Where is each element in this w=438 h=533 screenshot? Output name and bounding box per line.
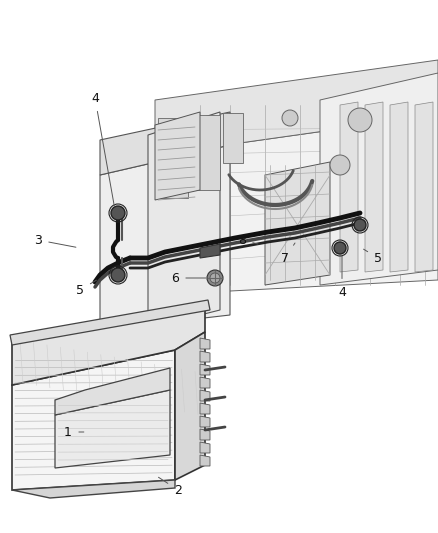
Polygon shape [200,244,220,258]
Polygon shape [55,368,170,415]
Polygon shape [200,338,210,349]
Polygon shape [12,350,175,490]
Polygon shape [320,73,438,285]
Polygon shape [200,390,210,401]
Circle shape [210,273,220,283]
Text: 4: 4 [338,256,346,298]
Polygon shape [100,112,230,175]
Circle shape [354,219,366,231]
Text: 4: 4 [91,92,114,206]
Text: 7: 7 [281,243,295,264]
Circle shape [207,270,223,286]
Polygon shape [192,115,220,190]
Polygon shape [100,145,230,330]
Text: 1: 1 [64,425,84,439]
Circle shape [111,268,125,282]
Text: 5: 5 [364,249,382,264]
Polygon shape [200,442,210,453]
Polygon shape [12,480,175,498]
Circle shape [282,110,298,126]
Polygon shape [175,332,205,480]
Circle shape [348,108,372,132]
Polygon shape [223,113,243,163]
Polygon shape [265,162,330,285]
Polygon shape [158,118,188,198]
Circle shape [330,155,350,175]
Polygon shape [200,351,210,362]
Polygon shape [200,364,210,375]
Polygon shape [155,60,438,155]
Text: 6: 6 [171,271,206,285]
Polygon shape [365,102,383,272]
Polygon shape [200,416,210,427]
Polygon shape [200,429,210,440]
Text: 5: 5 [76,280,96,296]
Polygon shape [148,112,220,328]
Text: 8: 8 [238,233,258,246]
Text: 3: 3 [34,233,76,247]
Polygon shape [200,377,210,388]
Polygon shape [155,112,200,200]
Text: 2: 2 [159,477,182,497]
Polygon shape [340,102,358,272]
Polygon shape [55,390,170,468]
Polygon shape [200,403,210,414]
Polygon shape [390,102,408,272]
Polygon shape [10,300,210,345]
Polygon shape [12,305,205,385]
Circle shape [111,206,125,220]
Polygon shape [415,102,433,272]
Circle shape [334,242,346,254]
Polygon shape [155,115,438,295]
Polygon shape [200,455,210,466]
